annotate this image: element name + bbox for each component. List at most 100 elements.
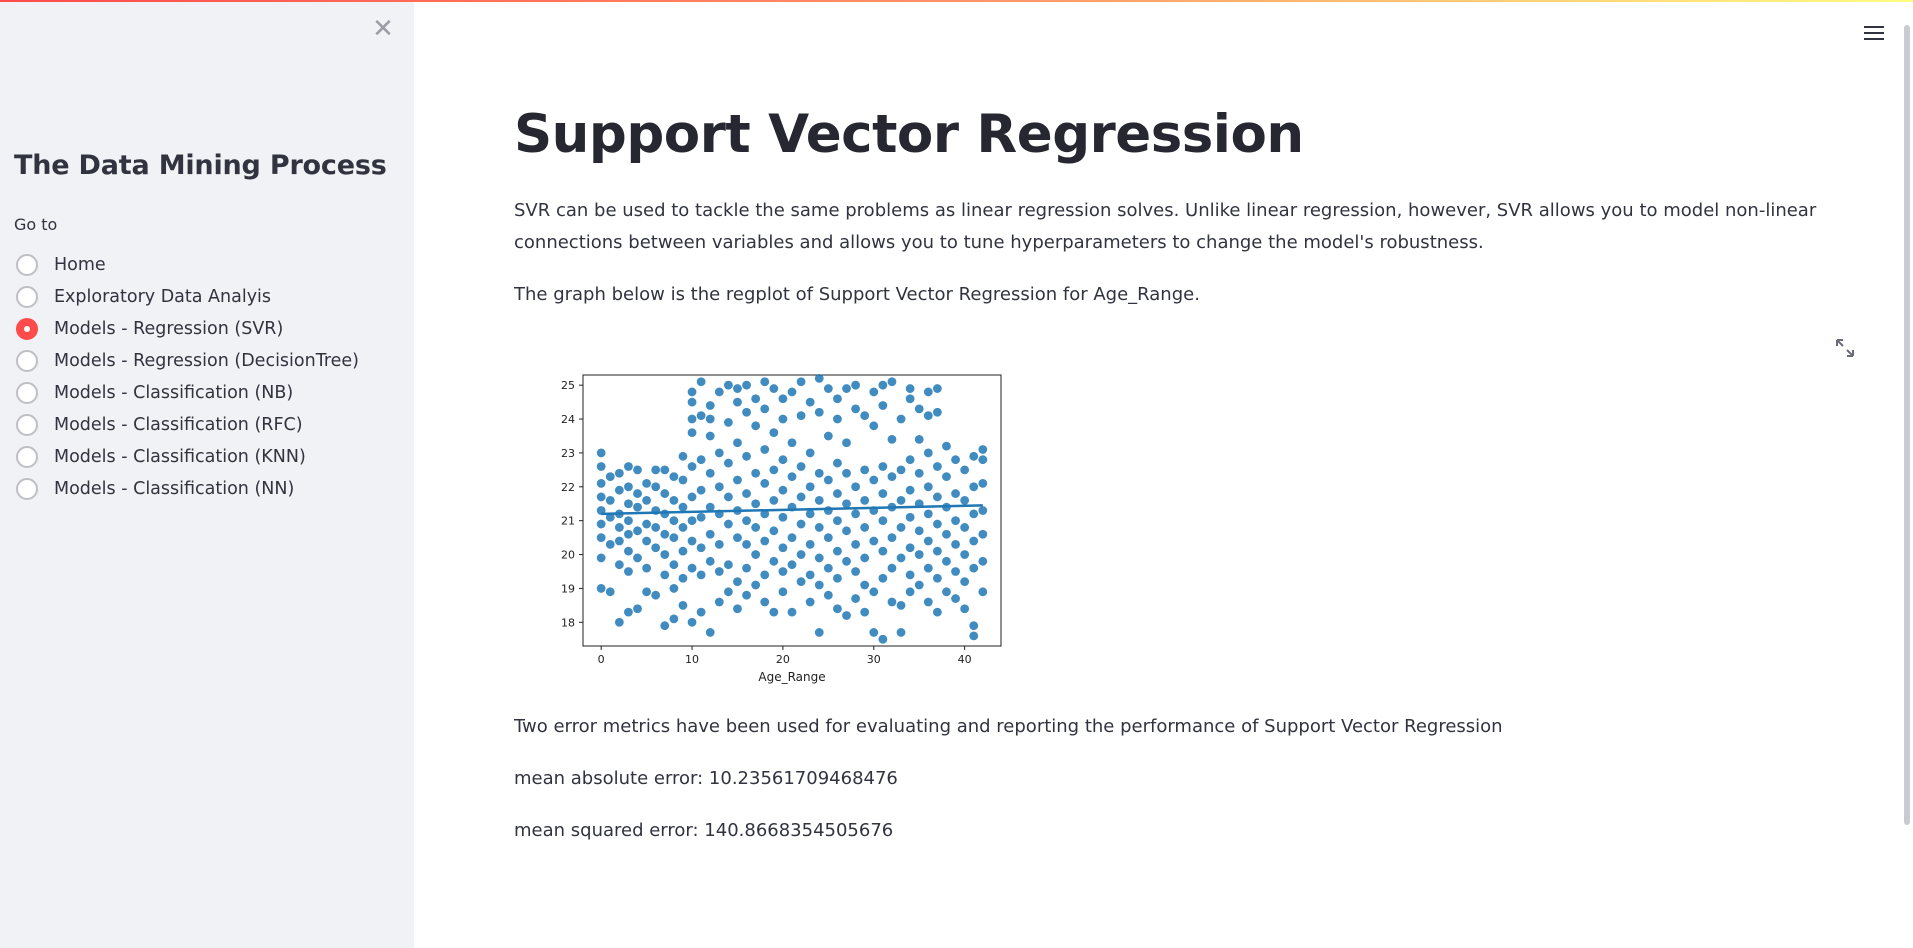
scatter-point <box>614 617 624 627</box>
scatter-point <box>851 380 861 390</box>
scrollbar[interactable] <box>1904 25 1910 825</box>
scatter-point <box>742 407 751 417</box>
radio-checked-icon[interactable] <box>16 318 38 340</box>
scatter-point <box>723 380 733 390</box>
radio-unchecked-icon[interactable] <box>16 286 38 308</box>
scatter-point <box>642 587 652 597</box>
scatter-point <box>714 387 724 397</box>
radio-option-label: Models - Classification (KNN) <box>54 447 306 467</box>
scatter-point <box>596 533 606 542</box>
scatter-point <box>687 516 697 526</box>
radio-unchecked-icon[interactable] <box>16 446 38 468</box>
scatter-point <box>769 526 779 536</box>
nav-radio-option[interactable]: Exploratory Data Analyis <box>16 281 359 313</box>
radio-unchecked-icon[interactable] <box>16 254 38 276</box>
scatter-point <box>669 516 679 526</box>
scatter-point <box>969 563 979 573</box>
scatter-point <box>760 445 770 454</box>
scatter-point <box>914 550 924 559</box>
nav-radio-option[interactable]: Models - Classification (NB) <box>16 377 359 409</box>
nav-radio-option[interactable]: Models - Classification (RFC) <box>16 409 359 441</box>
scatter-point <box>769 465 779 475</box>
radio-unchecked-icon[interactable] <box>16 478 38 500</box>
scatter-point <box>633 502 642 512</box>
scatter-point <box>660 570 670 580</box>
scatter-point <box>896 628 906 637</box>
scatter-point <box>751 394 761 404</box>
scatter-point <box>869 628 879 637</box>
scatter-point <box>805 539 815 549</box>
scatter-point <box>878 634 888 644</box>
scatter-point <box>696 411 706 421</box>
scatter-point <box>687 387 697 397</box>
intro-paragraph: SVR can be used to tackle the same probl… <box>514 200 1817 253</box>
scatter-point <box>760 570 770 580</box>
scatter-point <box>651 482 661 492</box>
scatter-point <box>923 387 933 397</box>
radio-unchecked-icon[interactable] <box>16 414 38 436</box>
scatter-point <box>887 377 897 387</box>
scatter-point <box>614 468 624 478</box>
scatter-point <box>960 604 970 614</box>
scatter-point <box>942 472 951 482</box>
scatter-point <box>969 451 979 461</box>
scatter-point <box>823 475 833 485</box>
scatter-point <box>723 587 733 597</box>
scatter-point <box>696 512 706 522</box>
scatter-point <box>878 462 888 471</box>
scatter-point <box>842 468 851 478</box>
scatter-point <box>614 485 624 495</box>
scatter-point <box>660 509 670 519</box>
scatter-point <box>878 380 888 390</box>
nav-radio-option[interactable]: Models - Classification (NN) <box>16 473 359 505</box>
radio-unchecked-icon[interactable] <box>16 350 38 372</box>
hamburger-menu-icon[interactable] <box>1862 22 1886 46</box>
nav-radio-option[interactable]: Models - Regression (DecisionTree) <box>16 345 359 377</box>
scatter-point <box>905 384 915 393</box>
scatter-point <box>651 590 661 600</box>
scatter-point <box>733 475 742 485</box>
scatter-point <box>823 506 833 515</box>
y-tick-label: 24 <box>561 413 575 426</box>
scatter-point <box>978 556 988 566</box>
scatter-point <box>814 407 824 417</box>
fullscreen-expand-icon[interactable] <box>1835 338 1855 358</box>
scatter-point <box>705 431 715 441</box>
scatter-point <box>696 543 706 553</box>
scatter-point <box>696 455 706 465</box>
scatter-point <box>596 492 606 502</box>
scatter-point <box>969 482 979 492</box>
radio-option-label: Models - Regression (DecisionTree) <box>54 351 360 371</box>
close-sidebar-icon[interactable]: ✕ <box>372 14 394 44</box>
scatter-point <box>833 458 842 468</box>
scatter-point <box>778 587 788 597</box>
scatter-point <box>923 411 933 421</box>
scatter-point <box>769 556 779 566</box>
nav-radio-option[interactable]: Models - Regression (SVR) <box>16 313 359 345</box>
radio-option-label: Models - Classification (NB) <box>54 383 294 403</box>
scatter-point <box>833 516 842 526</box>
scatter-point <box>714 597 724 607</box>
scatter-point <box>687 414 697 424</box>
scatter-point <box>733 397 742 407</box>
scatter-point <box>851 404 861 414</box>
y-tick-label: 20 <box>561 549 575 562</box>
scatter-point <box>624 462 633 471</box>
radio-unchecked-icon[interactable] <box>16 382 38 404</box>
scatter-point <box>887 533 897 542</box>
regression-line <box>601 504 983 516</box>
scatter-point <box>669 560 679 570</box>
scatter-point <box>778 414 788 424</box>
scatter-point <box>660 621 670 631</box>
scatter-point <box>796 577 806 587</box>
scatter-point <box>833 489 842 498</box>
nav-radio-option[interactable]: Models - Classification (KNN) <box>16 441 359 473</box>
scatter-point <box>769 495 779 505</box>
scatter-point <box>660 489 670 498</box>
scatter-point <box>851 567 861 576</box>
nav-radio-option[interactable]: Home <box>16 249 359 281</box>
scatter-point <box>596 584 606 593</box>
scatter-point <box>642 536 652 546</box>
scatter-point <box>932 573 942 583</box>
top-decoration-bar <box>0 0 1913 2</box>
